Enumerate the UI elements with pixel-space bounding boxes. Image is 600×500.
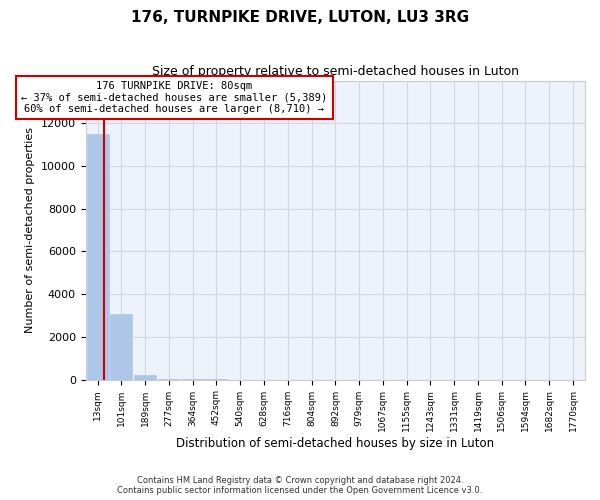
Text: 176 TURNPIKE DRIVE: 80sqm
← 37% of semi-detached houses are smaller (5,389)
60% : 176 TURNPIKE DRIVE: 80sqm ← 37% of semi-… [21,81,328,114]
Bar [86,134,109,380]
Bar [134,376,156,380]
Y-axis label: Number of semi-detached properties: Number of semi-detached properties [25,127,35,333]
Title: Size of property relative to semi-detached houses in Luton: Size of property relative to semi-detach… [152,65,519,78]
Bar [158,379,180,380]
Text: 176, TURNPIKE DRIVE, LUTON, LU3 3RG: 176, TURNPIKE DRIVE, LUTON, LU3 3RG [131,10,469,25]
Text: Contains HM Land Registry data © Crown copyright and database right 2024.
Contai: Contains HM Land Registry data © Crown c… [118,476,482,495]
Bar [110,314,133,380]
X-axis label: Distribution of semi-detached houses by size in Luton: Distribution of semi-detached houses by … [176,437,494,450]
